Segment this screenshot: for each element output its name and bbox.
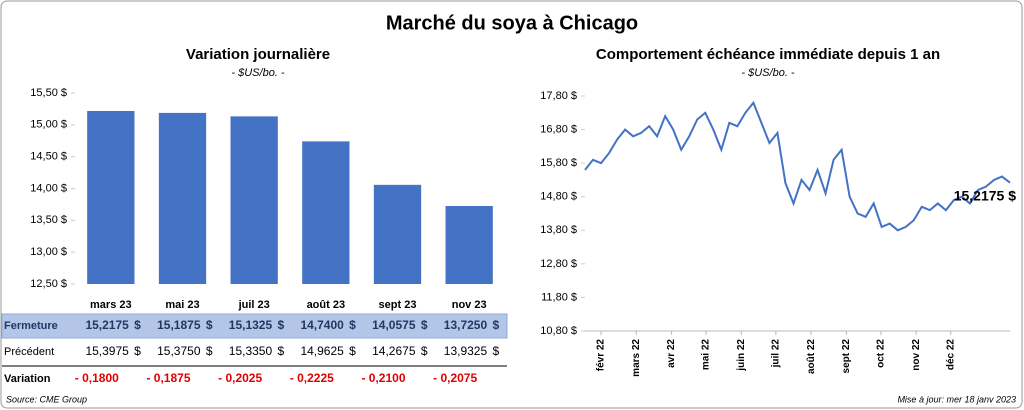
table-unit: $	[492, 344, 499, 358]
bar	[445, 206, 493, 284]
x-tick-label: avr 22	[666, 339, 677, 368]
y-tick-label: 12,80 $	[540, 258, 577, 270]
y-tick-label: 15,80 $	[540, 157, 577, 169]
table-unit: $	[277, 318, 284, 332]
bar	[87, 110, 135, 284]
x-tick-label: oct 22	[876, 339, 887, 368]
row-label: Précédent	[4, 346, 54, 358]
bar	[230, 116, 278, 285]
row-label: Fermeture	[4, 320, 58, 332]
table-cell: - 0,1875	[146, 371, 190, 385]
bar	[158, 112, 207, 284]
row-label: Variation	[4, 373, 51, 385]
x-tick-label: mars 22	[631, 339, 642, 377]
table-unit: $	[492, 318, 499, 332]
x-tick-label: mai 23	[165, 299, 199, 311]
table-cell: 15,1875	[157, 318, 201, 332]
bar	[373, 184, 422, 284]
table-cell: 14,7400	[300, 318, 344, 332]
table-cell: 14,2675	[372, 344, 416, 358]
table-cell: - 0,2225	[290, 371, 334, 385]
table-unit: $	[349, 344, 356, 358]
y-tick-label: 10,80 $	[540, 325, 577, 337]
x-tick-label: juil 22	[770, 339, 781, 369]
x-tick-label: nov 23	[452, 299, 487, 311]
table-cell: 15,3750	[157, 344, 201, 358]
table-cell: 14,9625	[300, 344, 344, 358]
table-cell: 13,7250	[444, 318, 488, 332]
y-tick-label: 12,50 $	[30, 278, 67, 290]
x-tick-label: sept 23	[379, 299, 417, 311]
x-tick-label: août 22	[806, 339, 817, 374]
page-title: Marché du soya à Chicago	[386, 12, 638, 34]
table-unit: $	[277, 344, 284, 358]
chart-subtitle: - $US/bo. -	[231, 67, 285, 79]
table-cell: 15,1325	[229, 318, 273, 332]
y-tick-label: 13,80 $	[540, 224, 577, 236]
x-tick-label: juin 22	[736, 339, 747, 372]
y-tick-label: 16,80 $	[540, 123, 577, 135]
table-cell: 15,3350	[229, 344, 273, 358]
x-tick-label: sept 22	[841, 339, 852, 374]
updated: Mise à jour: mer 18 janv 2023	[897, 394, 1016, 404]
y-tick-label: 13,00 $	[30, 246, 67, 258]
y-tick-label: 15,00 $	[30, 119, 67, 131]
bar	[302, 141, 350, 284]
x-tick-label: mars 23	[90, 299, 132, 311]
table-cell: 15,3975	[85, 344, 129, 358]
y-tick-label: 11,80 $	[541, 291, 577, 303]
y-tick-label: 14,50 $	[30, 151, 67, 163]
chart-title: Variation journalière	[186, 46, 330, 63]
table-unit: $	[206, 344, 213, 358]
table-highlight	[1, 313, 508, 339]
y-tick-label: 14,80 $	[540, 191, 577, 203]
table-unit: $	[206, 318, 213, 332]
y-tick-label: 14,00 $	[30, 182, 67, 194]
table-unit: $	[421, 318, 428, 332]
y-tick-label: 15,50 $	[30, 87, 67, 99]
table-cell: - 0,2100	[361, 371, 405, 385]
y-tick-label: 17,80 $	[540, 90, 577, 102]
table-unit: $	[134, 318, 141, 332]
y-tick-label: 13,50 $	[30, 214, 67, 226]
table-cell: - 0,1800	[75, 371, 119, 385]
x-tick-label: nov 22	[911, 339, 922, 371]
table-cell: 14,0575	[372, 318, 416, 332]
source: Source: CME Group	[6, 394, 87, 404]
table-unit: $	[421, 344, 428, 358]
table-cell: - 0,2025	[218, 371, 262, 385]
table-cell: - 0,2075	[433, 371, 477, 385]
table-cell: 13,9325	[444, 344, 488, 358]
chart-subtitle: - $US/bo. -	[741, 67, 795, 79]
x-tick-label: août 23	[307, 299, 346, 311]
table-unit: $	[134, 344, 141, 358]
table-unit: $	[349, 318, 356, 332]
x-tick-label: févr 22	[596, 339, 607, 372]
chart-title: Comportement échéance immédiate depuis 1…	[596, 46, 940, 63]
line	[584, 100, 1011, 232]
x-tick-label: mai 22	[701, 339, 712, 371]
x-tick-label: déc 22	[945, 339, 956, 371]
x-tick-label: juil 23	[238, 299, 270, 311]
table-cell: 15,2175	[85, 318, 129, 332]
last-value-label: 15,2175 $	[954, 187, 1016, 203]
